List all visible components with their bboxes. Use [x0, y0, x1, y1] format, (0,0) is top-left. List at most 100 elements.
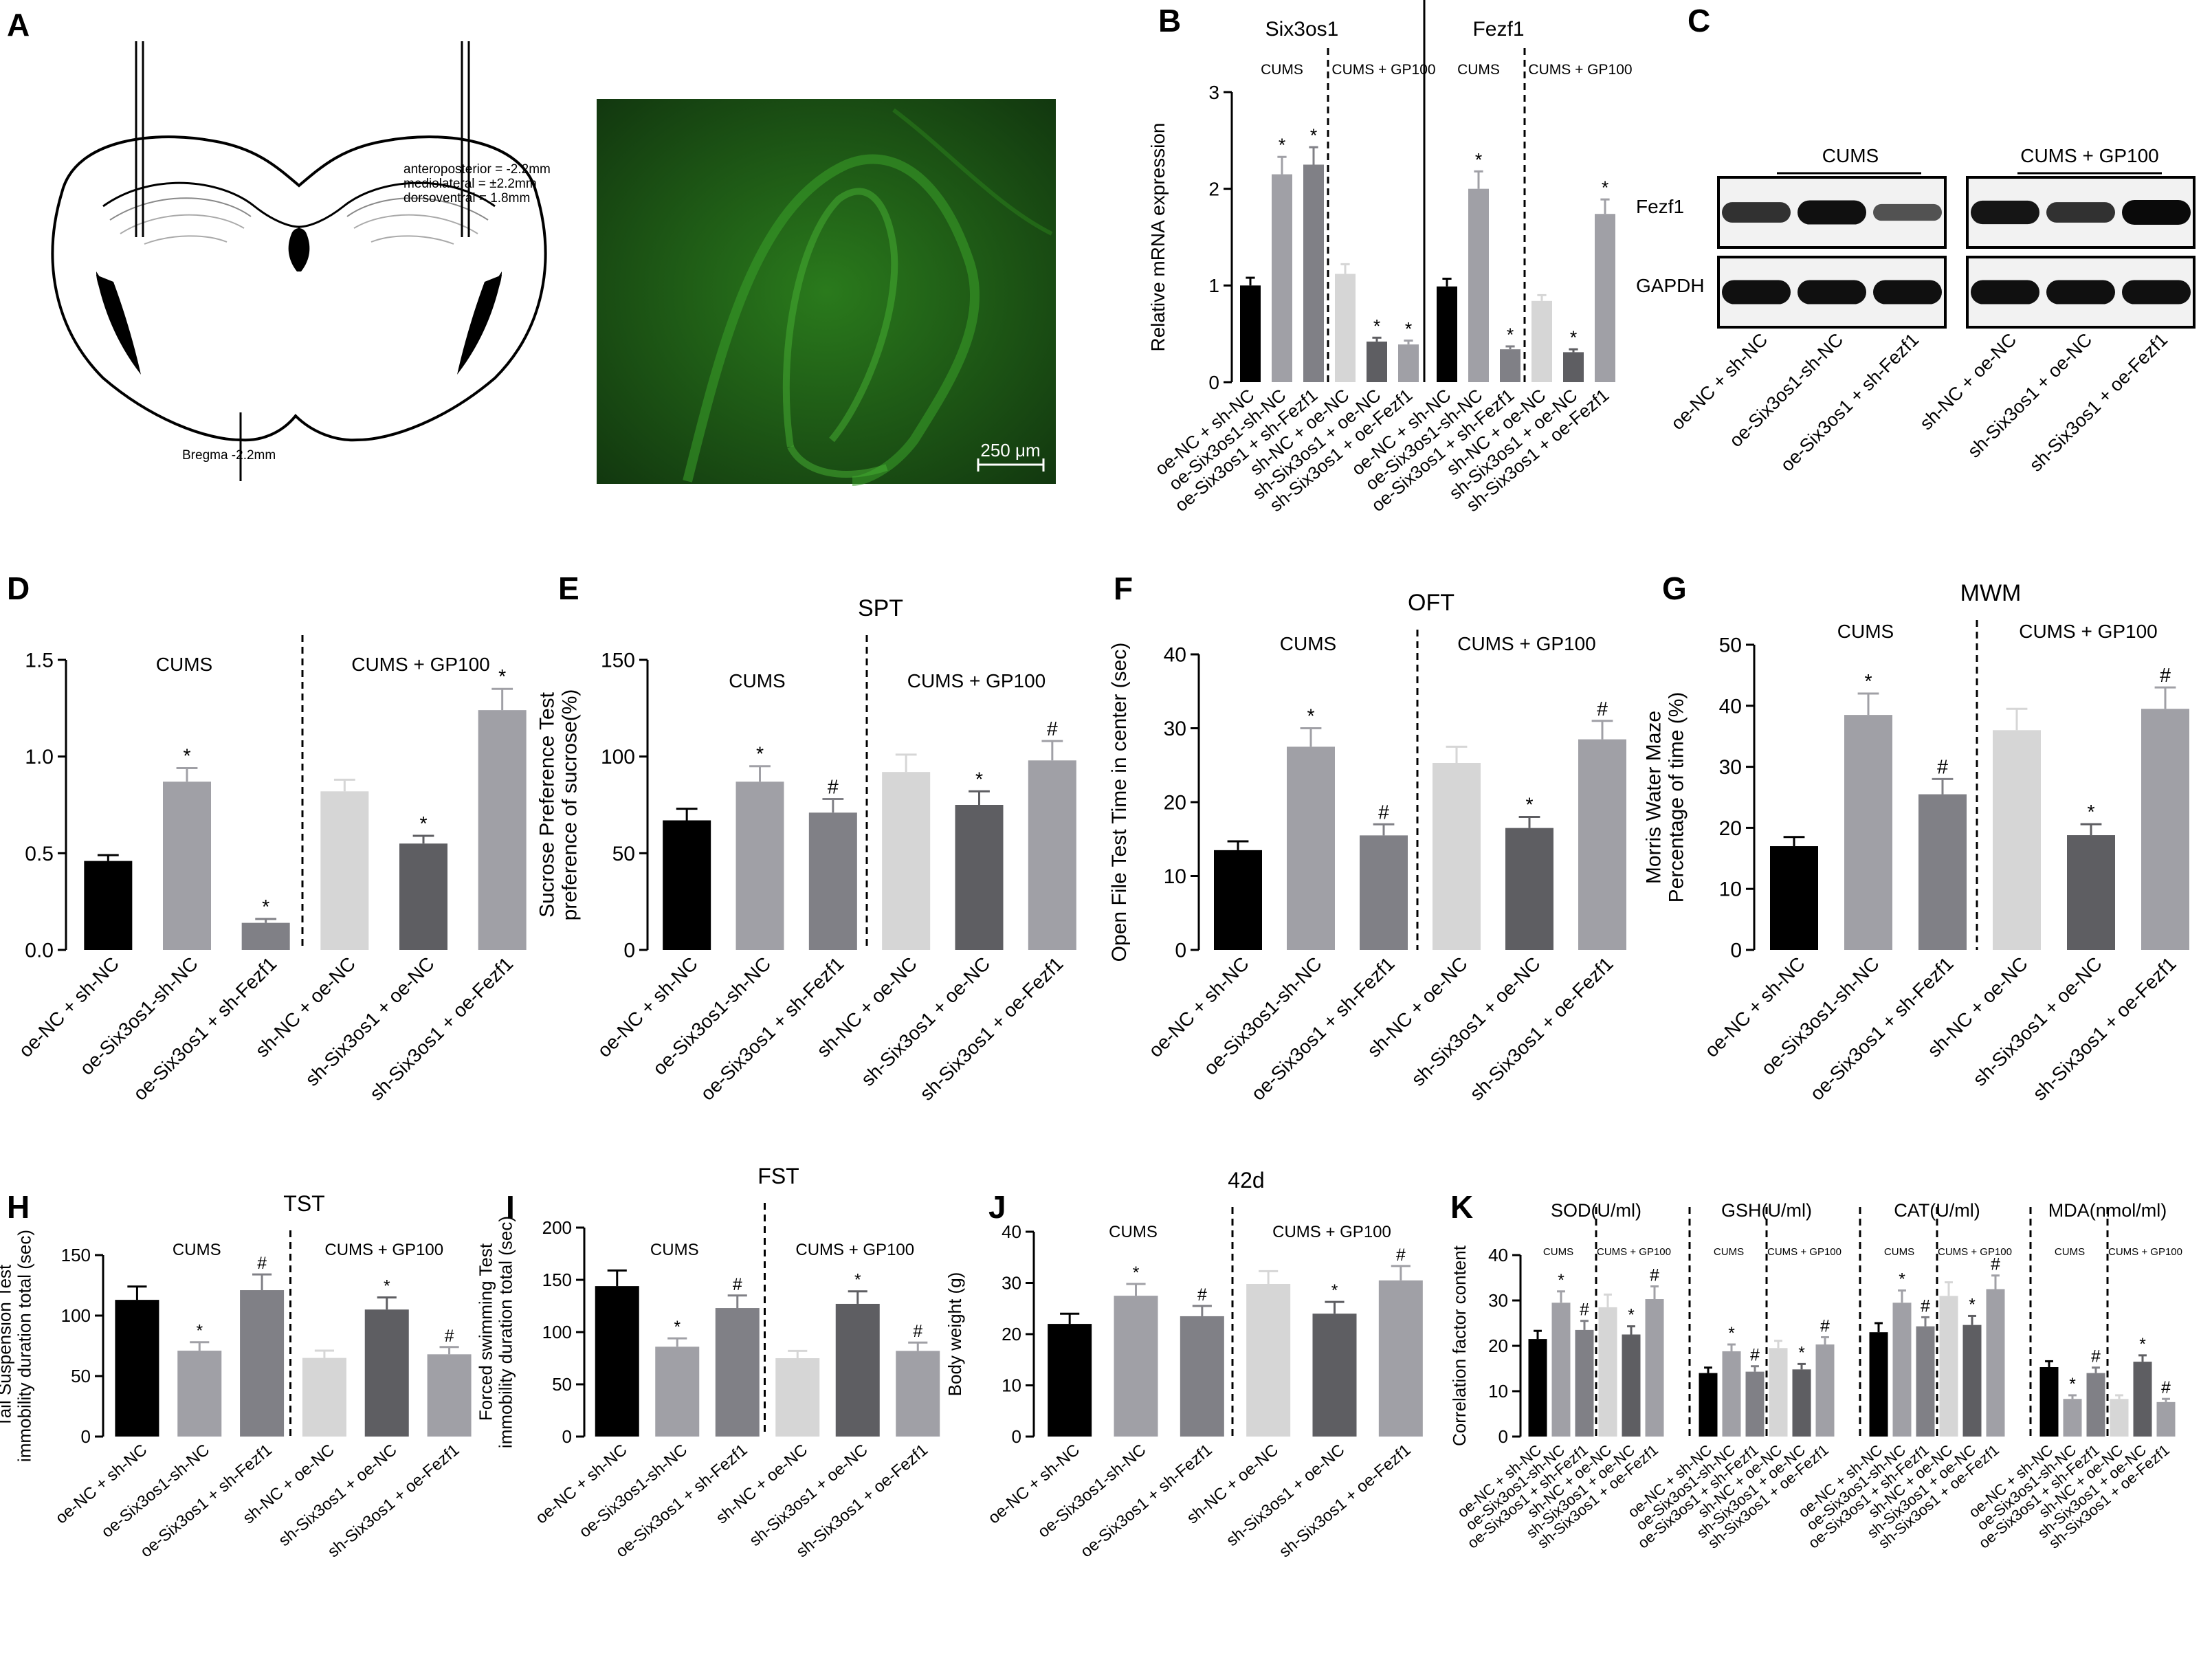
bar	[1335, 274, 1356, 382]
y-tick-label: 20	[1164, 792, 1186, 815]
significance-star: *	[1558, 1272, 1564, 1290]
x-tick-label: sh-Six3os1 + oe-NC	[857, 953, 995, 1090]
y-tick-label: 20	[1002, 1324, 1021, 1344]
y-tick-label: 40	[1002, 1221, 1021, 1242]
bar	[663, 820, 711, 950]
y-tick-label: 0	[623, 940, 635, 962]
blot-lane-labels: oe-NC + sh-NCoe-Six3os1-sh-NCoe-Six3os1 …	[1667, 329, 2171, 476]
y-tick-label: 200	[542, 1217, 572, 1238]
coord-mediolateral: mediolateral = ±2.2mm	[403, 177, 537, 191]
group-label: CUMS + GP100	[1272, 1223, 1391, 1241]
bar	[2063, 1399, 2082, 1437]
y-tick-label: 40	[1719, 695, 1742, 718]
group-label: CUMS + GP100	[1457, 633, 1596, 654]
blot-group-label-cums: CUMS	[1822, 145, 1879, 166]
significance-star: *	[2087, 801, 2094, 823]
group-label: CUMS	[650, 1241, 699, 1259]
bar	[1699, 1373, 1718, 1437]
gapdh-band	[1971, 280, 2039, 304]
y-tick-label: 0.5	[25, 843, 54, 865]
y-tick-label: 100	[601, 746, 635, 768]
panel-letter-b: B	[1158, 3, 1181, 38]
y-tick-label: 150	[61, 1245, 91, 1265]
y-tick-label: 10	[1164, 865, 1186, 888]
y-axis-label: Body weight (g)	[944, 1272, 965, 1397]
bar	[1815, 1344, 1835, 1437]
chart-title: MWM	[1960, 580, 2022, 606]
y-axis-label: Tail Suspension Testimmobility duration …	[0, 1230, 34, 1462]
x-tick-label: sh-Six3os1 + oe-Fezf1	[366, 953, 518, 1105]
x-tick-label: sh-Six3os1 + oe-NC	[1407, 953, 1545, 1090]
bar	[1622, 1334, 1641, 1437]
bar	[1287, 746, 1335, 950]
group-label: CUMS + GP100	[1331, 62, 1435, 78]
bar	[1272, 174, 1292, 383]
significance-hash: #	[2161, 1379, 2171, 1397]
x-tick-label: sh-Six3os1 + oe-NC	[1223, 1441, 1348, 1550]
significance-star: *	[1373, 315, 1380, 336]
fezf1-band	[1722, 202, 1791, 223]
bar	[1303, 164, 1324, 382]
coord-anteroposterior: anteroposterior = -2.2mm	[403, 162, 551, 177]
bar	[1722, 1351, 1741, 1437]
bar	[1916, 1326, 1935, 1437]
fezf1-band	[2122, 200, 2191, 225]
y-tick-label: 0	[1498, 1426, 1508, 1447]
bar	[1378, 1280, 1423, 1437]
bar	[1598, 1307, 1617, 1437]
y-tick-label: 0	[562, 1426, 572, 1447]
y-tick-label: 1.5	[25, 650, 54, 672]
bar	[177, 1351, 222, 1437]
panel-letter-f: F	[1114, 570, 1133, 606]
group-label: CUMS + GP100	[1597, 1246, 1671, 1258]
significance-star: *	[1310, 125, 1317, 146]
blot-bands	[1722, 200, 2191, 304]
y-tick-label: 30	[1164, 718, 1186, 740]
y-tick-label: 10	[1719, 878, 1742, 901]
bar	[364, 1309, 409, 1437]
bar	[1433, 763, 1481, 950]
y-axis-label: Relative mRNA expression	[1147, 122, 1169, 351]
significance-hash: #	[1580, 1301, 1589, 1320]
bar	[1769, 1348, 1788, 1437]
blot-lane-label: sh-Six3os1 + oe-NC	[1964, 329, 2097, 462]
significance-hash: #	[257, 1254, 267, 1273]
bar	[775, 1358, 820, 1437]
bar	[955, 805, 1004, 950]
group-label: CUMS	[173, 1241, 221, 1259]
y-tick-label: 150	[542, 1270, 572, 1290]
significance-star: *	[1899, 1270, 1905, 1289]
factor-subtitle: MDA(nmol/ml)	[2048, 1200, 2167, 1221]
group-label: CUMS + GP100	[907, 670, 1046, 691]
significance-star: *	[1864, 671, 1872, 693]
chart-title: 42d	[1228, 1168, 1264, 1193]
brain-schematic	[51, 41, 547, 481]
gapdh-band	[1722, 280, 1791, 304]
bar	[2133, 1362, 2152, 1437]
bar	[1993, 730, 2041, 950]
y-tick-label: 0	[1208, 372, 1219, 393]
y-tick-label: 100	[542, 1322, 572, 1342]
panel-letter-h: H	[7, 1189, 30, 1225]
bar	[1360, 835, 1408, 950]
bar	[1575, 1329, 1594, 1437]
x-tick-label: oe-Six3os1 + sh-Fezf1	[1077, 1441, 1216, 1561]
panel-letter-k: K	[1450, 1189, 1473, 1225]
x-tick-label: sh-Six3os1 + oe-Fezf1	[1466, 953, 1617, 1105]
y-tick-label: 50	[552, 1374, 572, 1395]
significance-star: *	[1405, 319, 1412, 340]
group-label: CUMS	[1543, 1246, 1573, 1258]
bar	[1437, 286, 1457, 382]
group-label: CUMS	[1261, 62, 1303, 78]
significance-star: *	[1307, 706, 1314, 728]
group-label: CUMS	[1280, 633, 1336, 654]
panel-letters: A B C D E F G H I J K	[7, 3, 1710, 1225]
bar	[2039, 1367, 2059, 1437]
significance-star: *	[419, 813, 427, 835]
significance-star: *	[1507, 324, 1514, 345]
factor-subtitle: GSH(U/ml)	[1721, 1200, 1812, 1221]
bar	[2110, 1399, 2129, 1437]
